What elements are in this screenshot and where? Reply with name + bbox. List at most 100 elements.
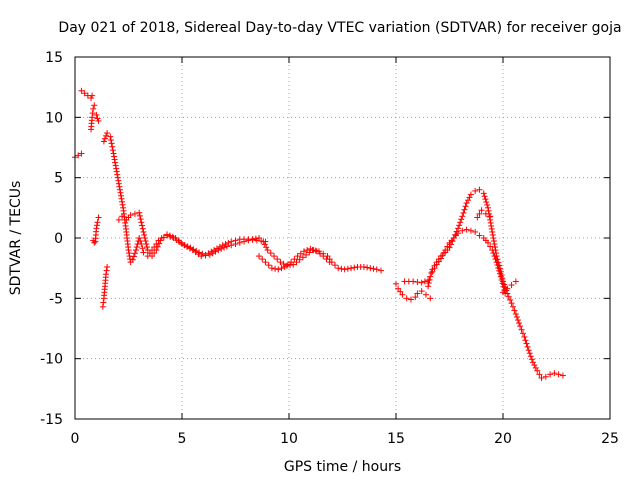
data-point [344, 265, 351, 272]
data-point [513, 314, 520, 321]
data-point [104, 263, 111, 270]
data-point [291, 256, 298, 263]
data-point [504, 285, 511, 292]
data-point [524, 343, 531, 350]
data-point [351, 264, 358, 271]
data-point [407, 296, 414, 303]
data-point [547, 371, 554, 378]
data-point [439, 252, 446, 259]
data-point [499, 280, 506, 287]
data-point [488, 222, 495, 229]
data-point [551, 370, 558, 377]
y-tick-label: 15 [45, 50, 63, 66]
y-tick-label: -5 [49, 291, 63, 307]
data-point [508, 300, 515, 307]
data-point [218, 245, 225, 252]
data-point [260, 238, 267, 245]
data-point [241, 238, 248, 245]
data-point [486, 213, 493, 220]
data-point [459, 213, 466, 220]
data-point [490, 238, 497, 245]
data-point [278, 265, 285, 272]
data-point [138, 219, 145, 226]
x-tick-label: 20 [494, 431, 512, 447]
data-point [422, 291, 429, 298]
data-point [232, 241, 239, 248]
data-point [307, 245, 314, 252]
data-point [89, 110, 96, 117]
data-point [426, 276, 433, 283]
data-point [459, 227, 466, 234]
data-point [300, 248, 307, 255]
data-point [457, 219, 464, 226]
data-point [157, 237, 164, 244]
data-point [119, 201, 126, 208]
data-point [531, 362, 538, 369]
data-point [78, 87, 85, 94]
data-point [559, 372, 566, 379]
data-point [89, 114, 96, 121]
data-point [493, 259, 500, 266]
data-point [511, 307, 518, 314]
data-point [509, 303, 516, 310]
data-point [139, 225, 146, 232]
data-point [126, 250, 133, 257]
data-point [221, 244, 228, 251]
data-point [484, 201, 491, 208]
data-point [514, 317, 521, 324]
data-point [111, 156, 118, 163]
data-point [467, 191, 474, 198]
data-point [399, 291, 406, 298]
data-point [427, 273, 434, 280]
data-point [395, 285, 402, 292]
data-point [418, 279, 425, 286]
data-point [256, 253, 263, 260]
data-point [495, 264, 502, 271]
data-point [132, 247, 139, 254]
data-point [538, 374, 545, 381]
data-point [476, 210, 483, 217]
data-point [498, 276, 505, 283]
data-point [370, 265, 377, 272]
x-tick-label: 0 [71, 431, 80, 447]
data-point [332, 262, 339, 269]
data-point [111, 153, 118, 160]
data-point [460, 209, 467, 216]
data-point [525, 347, 532, 354]
data-point [518, 326, 525, 333]
data-point [261, 241, 268, 248]
data-point [127, 256, 134, 263]
data-point [93, 225, 100, 232]
data-point [487, 213, 494, 220]
data-point [141, 231, 148, 238]
data-points [72, 87, 566, 381]
data-point [494, 262, 501, 269]
data-point [115, 216, 122, 223]
data-point [482, 196, 489, 203]
data-point [271, 253, 278, 260]
data-point [288, 259, 295, 266]
data-point [109, 143, 116, 150]
data-point [109, 147, 116, 154]
x-tick-label: 25 [601, 431, 619, 447]
grid [75, 57, 610, 419]
data-point [497, 270, 504, 277]
data-point [317, 250, 324, 257]
data-point [130, 253, 137, 260]
data-point [418, 288, 425, 295]
data-point [456, 222, 463, 229]
data-point [480, 190, 487, 197]
data-point [414, 290, 421, 297]
data-point [149, 253, 156, 260]
data-point [412, 294, 419, 301]
data-point [223, 243, 230, 250]
data-point [403, 295, 410, 302]
data-point [256, 235, 263, 241]
data-point [491, 244, 498, 251]
data-point [139, 222, 146, 229]
data-point [154, 243, 161, 250]
data-point [481, 193, 488, 200]
data-point [110, 150, 117, 157]
data-point [364, 264, 371, 271]
data-point [114, 171, 121, 178]
